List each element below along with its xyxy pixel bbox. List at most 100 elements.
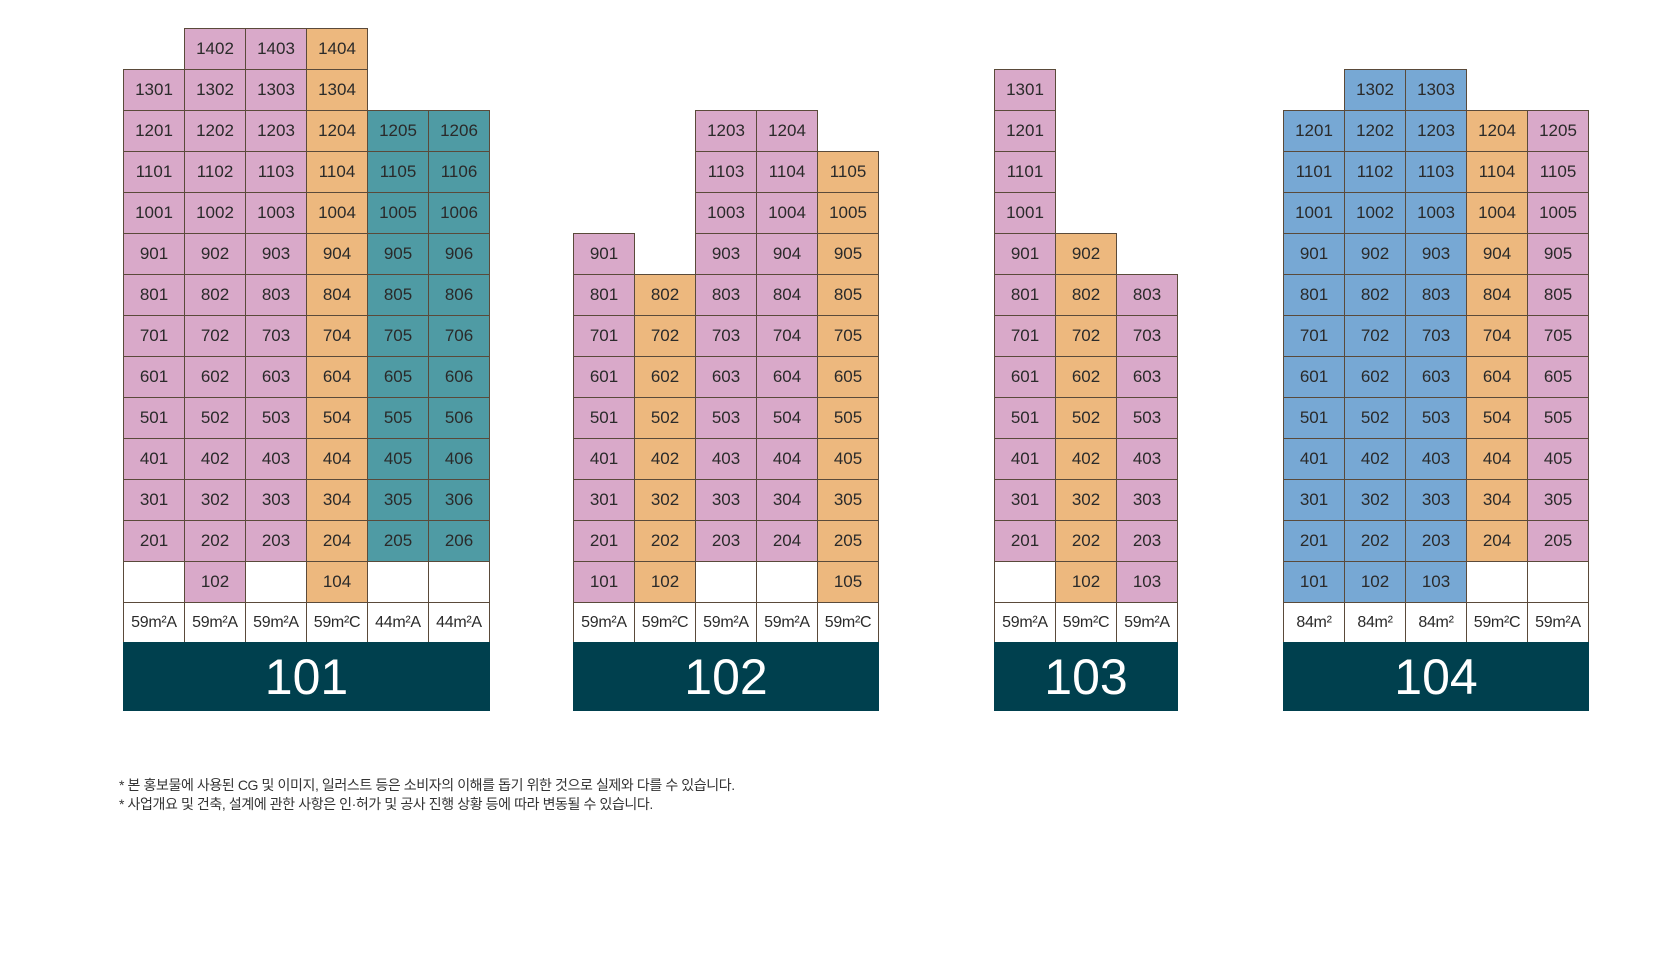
unit-cell: 501 bbox=[123, 397, 185, 439]
unit-cell: 1005 bbox=[367, 192, 429, 234]
unit-cell: 903 bbox=[245, 233, 307, 275]
unit-cell: 205 bbox=[1527, 520, 1589, 562]
unit-cell: 1102 bbox=[1344, 151, 1406, 193]
unit-cell: 902 bbox=[1055, 233, 1117, 275]
unit-cell: 1206 bbox=[428, 110, 490, 152]
unit-cell: 505 bbox=[817, 397, 879, 439]
unit-cell: 1004 bbox=[756, 192, 818, 234]
unit-cell: 1105 bbox=[817, 151, 879, 193]
unit-cell: 105 bbox=[817, 561, 879, 603]
unit-cell: 1201 bbox=[1283, 110, 1345, 152]
unit-type-cell: 44m²A bbox=[428, 602, 490, 644]
unit-cell: 303 bbox=[245, 479, 307, 521]
unit-cell: 602 bbox=[184, 356, 246, 398]
unit-cell: 1004 bbox=[306, 192, 368, 234]
unit-cell: 304 bbox=[1466, 479, 1528, 521]
unit-cell: 405 bbox=[817, 438, 879, 480]
unit-cell: 403 bbox=[695, 438, 757, 480]
empty-unit-cell bbox=[695, 561, 757, 603]
unit-cell: 1104 bbox=[1466, 151, 1528, 193]
unit-cell: 402 bbox=[184, 438, 246, 480]
unit-cell: 604 bbox=[756, 356, 818, 398]
empty-unit-cell bbox=[994, 561, 1056, 603]
unit-cell: 604 bbox=[1466, 356, 1528, 398]
unit-cell: 306 bbox=[428, 479, 490, 521]
unit-cell: 301 bbox=[1283, 479, 1345, 521]
unit-cell: 701 bbox=[573, 315, 635, 357]
unit-cell: 404 bbox=[1466, 438, 1528, 480]
unit-cell: 502 bbox=[184, 397, 246, 439]
unit-cell: 1203 bbox=[695, 110, 757, 152]
building-label: 101 bbox=[123, 642, 490, 711]
unit-cell: 601 bbox=[994, 356, 1056, 398]
unit-cell: 302 bbox=[184, 479, 246, 521]
unit-type-cell: 59m²A bbox=[1116, 602, 1178, 644]
unit-cell: 901 bbox=[1283, 233, 1345, 275]
unit-cell: 501 bbox=[573, 397, 635, 439]
unit-cell: 906 bbox=[428, 233, 490, 275]
unit-cell: 402 bbox=[634, 438, 696, 480]
unit-cell: 1001 bbox=[994, 192, 1056, 234]
unit-cell: 704 bbox=[1466, 315, 1528, 357]
unit-cell: 902 bbox=[184, 233, 246, 275]
empty-unit-cell bbox=[1466, 561, 1528, 603]
unit-cell: 601 bbox=[123, 356, 185, 398]
unit-cell: 301 bbox=[573, 479, 635, 521]
unit-cell: 801 bbox=[123, 274, 185, 316]
unit-cell: 404 bbox=[306, 438, 368, 480]
building-label: 102 bbox=[573, 642, 879, 711]
unit-cell: 706 bbox=[428, 315, 490, 357]
unit-cell: 702 bbox=[1055, 315, 1117, 357]
unit-cell: 301 bbox=[123, 479, 185, 521]
unit-cell: 803 bbox=[1405, 274, 1467, 316]
unit-cell: 1302 bbox=[1344, 69, 1406, 111]
unit-cell: 502 bbox=[634, 397, 696, 439]
unit-cell: 405 bbox=[367, 438, 429, 480]
unit-cell: 604 bbox=[306, 356, 368, 398]
unit-cell: 1304 bbox=[306, 69, 368, 111]
unit-cell: 705 bbox=[817, 315, 879, 357]
unit-cell: 302 bbox=[634, 479, 696, 521]
unit-cell: 404 bbox=[756, 438, 818, 480]
unit-cell: 803 bbox=[695, 274, 757, 316]
unit-cell: 101 bbox=[1283, 561, 1345, 603]
unit-cell: 103 bbox=[1116, 561, 1178, 603]
unit-cell: 1203 bbox=[1405, 110, 1467, 152]
unit-cell: 1204 bbox=[1466, 110, 1528, 152]
unit-cell: 202 bbox=[634, 520, 696, 562]
unit-cell: 104 bbox=[306, 561, 368, 603]
unit-cell: 1204 bbox=[756, 110, 818, 152]
unit-type-cell: 59m²C bbox=[1466, 602, 1528, 644]
unit-cell: 1404 bbox=[306, 28, 368, 70]
unit-cell: 704 bbox=[306, 315, 368, 357]
unit-cell: 802 bbox=[1344, 274, 1406, 316]
unit-cell: 304 bbox=[756, 479, 818, 521]
unit-cell: 606 bbox=[428, 356, 490, 398]
unit-cell: 505 bbox=[367, 397, 429, 439]
unit-cell: 1201 bbox=[123, 110, 185, 152]
unit-cell: 1105 bbox=[367, 151, 429, 193]
unit-cell: 805 bbox=[817, 274, 879, 316]
unit-cell: 802 bbox=[184, 274, 246, 316]
unit-type-cell: 84m² bbox=[1405, 602, 1467, 644]
unit-cell: 1105 bbox=[1527, 151, 1589, 193]
unit-cell: 803 bbox=[245, 274, 307, 316]
unit-cell: 506 bbox=[428, 397, 490, 439]
unit-cell: 1303 bbox=[245, 69, 307, 111]
unit-type-cell: 59m²A bbox=[573, 602, 635, 644]
unit-cell: 1204 bbox=[306, 110, 368, 152]
unit-cell: 504 bbox=[306, 397, 368, 439]
unit-cell: 401 bbox=[994, 438, 1056, 480]
unit-cell: 704 bbox=[756, 315, 818, 357]
unit-cell: 803 bbox=[1116, 274, 1178, 316]
unit-cell: 505 bbox=[1527, 397, 1589, 439]
unit-cell: 1403 bbox=[245, 28, 307, 70]
unit-cell: 204 bbox=[756, 520, 818, 562]
unit-cell: 203 bbox=[695, 520, 757, 562]
unit-cell: 503 bbox=[1116, 397, 1178, 439]
unit-cell: 402 bbox=[1344, 438, 1406, 480]
unit-cell: 205 bbox=[367, 520, 429, 562]
unit-cell: 701 bbox=[994, 315, 1056, 357]
unit-cell: 504 bbox=[1466, 397, 1528, 439]
unit-type-cell: 59m²C bbox=[817, 602, 879, 644]
